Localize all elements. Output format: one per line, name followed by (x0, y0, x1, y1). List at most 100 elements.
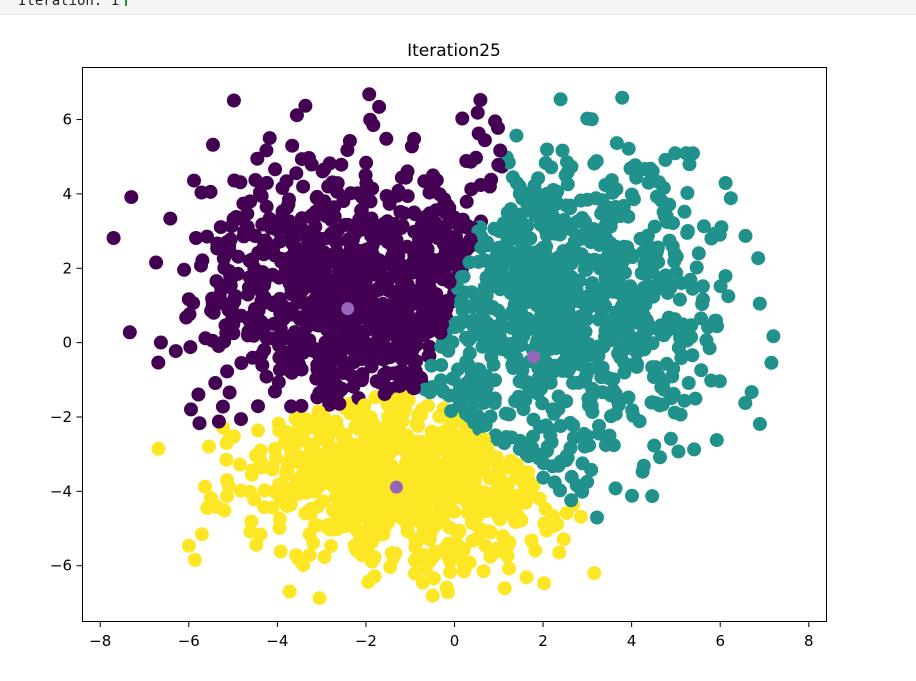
data-point-cluster-1 (536, 470, 551, 485)
data-point-cluster-1 (590, 227, 605, 242)
data-point-cluster-0 (332, 383, 347, 398)
data-point-cluster-1 (606, 372, 621, 387)
data-point-cluster-1 (645, 164, 660, 179)
data-point-cluster-1 (641, 175, 656, 190)
data-point-cluster-1 (598, 323, 613, 338)
data-point-cluster-1 (594, 370, 609, 385)
data-point-cluster-0 (428, 294, 443, 309)
data-point-cluster-0 (372, 99, 387, 114)
data-point-cluster-1 (744, 385, 759, 400)
centroid-point-2 (389, 480, 403, 494)
data-point-cluster-1 (621, 390, 636, 405)
data-point-cluster-0 (405, 317, 420, 331)
data-point-cluster-1 (523, 254, 538, 269)
data-point-cluster-1 (577, 262, 592, 277)
data-point-cluster-2 (250, 423, 265, 438)
data-point-cluster-2 (419, 561, 433, 576)
data-point-cluster-0 (365, 246, 380, 261)
data-point-cluster-0 (198, 331, 213, 346)
data-point-cluster-0 (400, 189, 415, 204)
data-point-cluster-1 (446, 372, 461, 386)
data-point-cluster-0 (375, 296, 390, 311)
data-point-cluster-0 (338, 217, 353, 232)
data-point-cluster-2 (272, 423, 287, 438)
data-point-cluster-2 (431, 457, 446, 472)
data-point-cluster-2 (391, 506, 406, 521)
data-point-cluster-0 (251, 399, 265, 414)
data-point-cluster-0 (359, 155, 374, 170)
data-point-cluster-1 (589, 154, 604, 169)
data-point-cluster-1 (579, 224, 594, 239)
data-point-cluster-1 (669, 265, 684, 280)
data-point-cluster-0 (377, 273, 392, 288)
data-point-cluster-2 (302, 548, 317, 563)
data-point-cluster-0 (332, 340, 347, 355)
data-point-cluster-2 (425, 588, 440, 603)
data-point-cluster-0 (289, 166, 304, 181)
data-point-cluster-1 (473, 294, 488, 309)
data-point-cluster-1 (633, 231, 648, 246)
data-point-cluster-0 (459, 194, 474, 209)
data-point-cluster-1 (532, 243, 547, 258)
data-point-cluster-0 (491, 157, 506, 172)
data-point-cluster-1 (666, 386, 681, 401)
data-point-cluster-0 (247, 261, 262, 275)
data-point-cluster-2 (546, 509, 561, 524)
data-point-cluster-1 (510, 354, 525, 369)
data-point-cluster-0 (407, 248, 422, 263)
data-point-cluster-0 (317, 245, 331, 260)
data-point-cluster-2 (380, 516, 395, 531)
data-point-cluster-0 (184, 402, 198, 417)
data-point-cluster-1 (585, 381, 600, 396)
data-point-cluster-0 (470, 105, 485, 120)
data-point-cluster-1 (647, 438, 662, 453)
data-point-cluster-0 (285, 237, 300, 251)
data-point-cluster-0 (343, 341, 358, 355)
data-point-cluster-1 (572, 273, 587, 288)
y-tick-label: 4 (62, 185, 72, 203)
data-point-cluster-2 (439, 547, 454, 562)
data-point-cluster-0 (324, 213, 339, 228)
data-point-cluster-2 (587, 566, 602, 581)
iteration-status-text: Iteration: 1 (18, 0, 133, 9)
data-point-cluster-2 (298, 506, 313, 521)
data-point-cluster-2 (299, 485, 314, 500)
data-point-cluster-1 (650, 189, 664, 204)
data-point-cluster-2 (244, 467, 259, 482)
data-point-cluster-0 (279, 174, 294, 189)
data-point-cluster-1 (738, 228, 753, 243)
data-point-cluster-0 (234, 212, 249, 227)
data-point-cluster-2 (478, 504, 493, 519)
data-point-cluster-0 (350, 300, 365, 315)
data-point-cluster-0 (231, 266, 245, 281)
data-point-cluster-0 (343, 186, 358, 201)
data-point-cluster-0 (210, 241, 225, 256)
data-point-cluster-2 (442, 520, 457, 535)
data-point-cluster-0 (292, 329, 307, 344)
data-point-cluster-2 (308, 517, 323, 532)
data-point-cluster-2 (194, 527, 209, 542)
data-point-cluster-2 (269, 450, 284, 465)
data-point-cluster-0 (209, 274, 224, 289)
data-point-cluster-0 (422, 261, 436, 276)
data-point-cluster-1 (501, 155, 516, 170)
data-point-cluster-1 (577, 309, 592, 324)
data-point-cluster-1 (536, 268, 551, 283)
data-point-cluster-0 (448, 229, 463, 244)
data-point-cluster-1 (592, 237, 607, 252)
data-point-cluster-0 (330, 351, 345, 366)
data-point-cluster-2 (460, 453, 475, 468)
data-point-cluster-0 (280, 262, 295, 277)
y-tick-label: 2 (62, 259, 72, 277)
data-point-cluster-2 (324, 539, 338, 553)
data-point-cluster-1 (530, 447, 544, 462)
data-point-cluster-2 (342, 461, 357, 476)
data-point-cluster-0 (278, 345, 293, 360)
data-point-cluster-1 (494, 342, 509, 357)
data-point-cluster-0 (191, 387, 206, 402)
data-point-cluster-2 (559, 506, 574, 520)
data-point-cluster-1 (636, 281, 651, 295)
data-point-cluster-0 (473, 178, 488, 192)
data-point-cluster-0 (390, 188, 405, 203)
data-point-cluster-2 (327, 479, 341, 494)
